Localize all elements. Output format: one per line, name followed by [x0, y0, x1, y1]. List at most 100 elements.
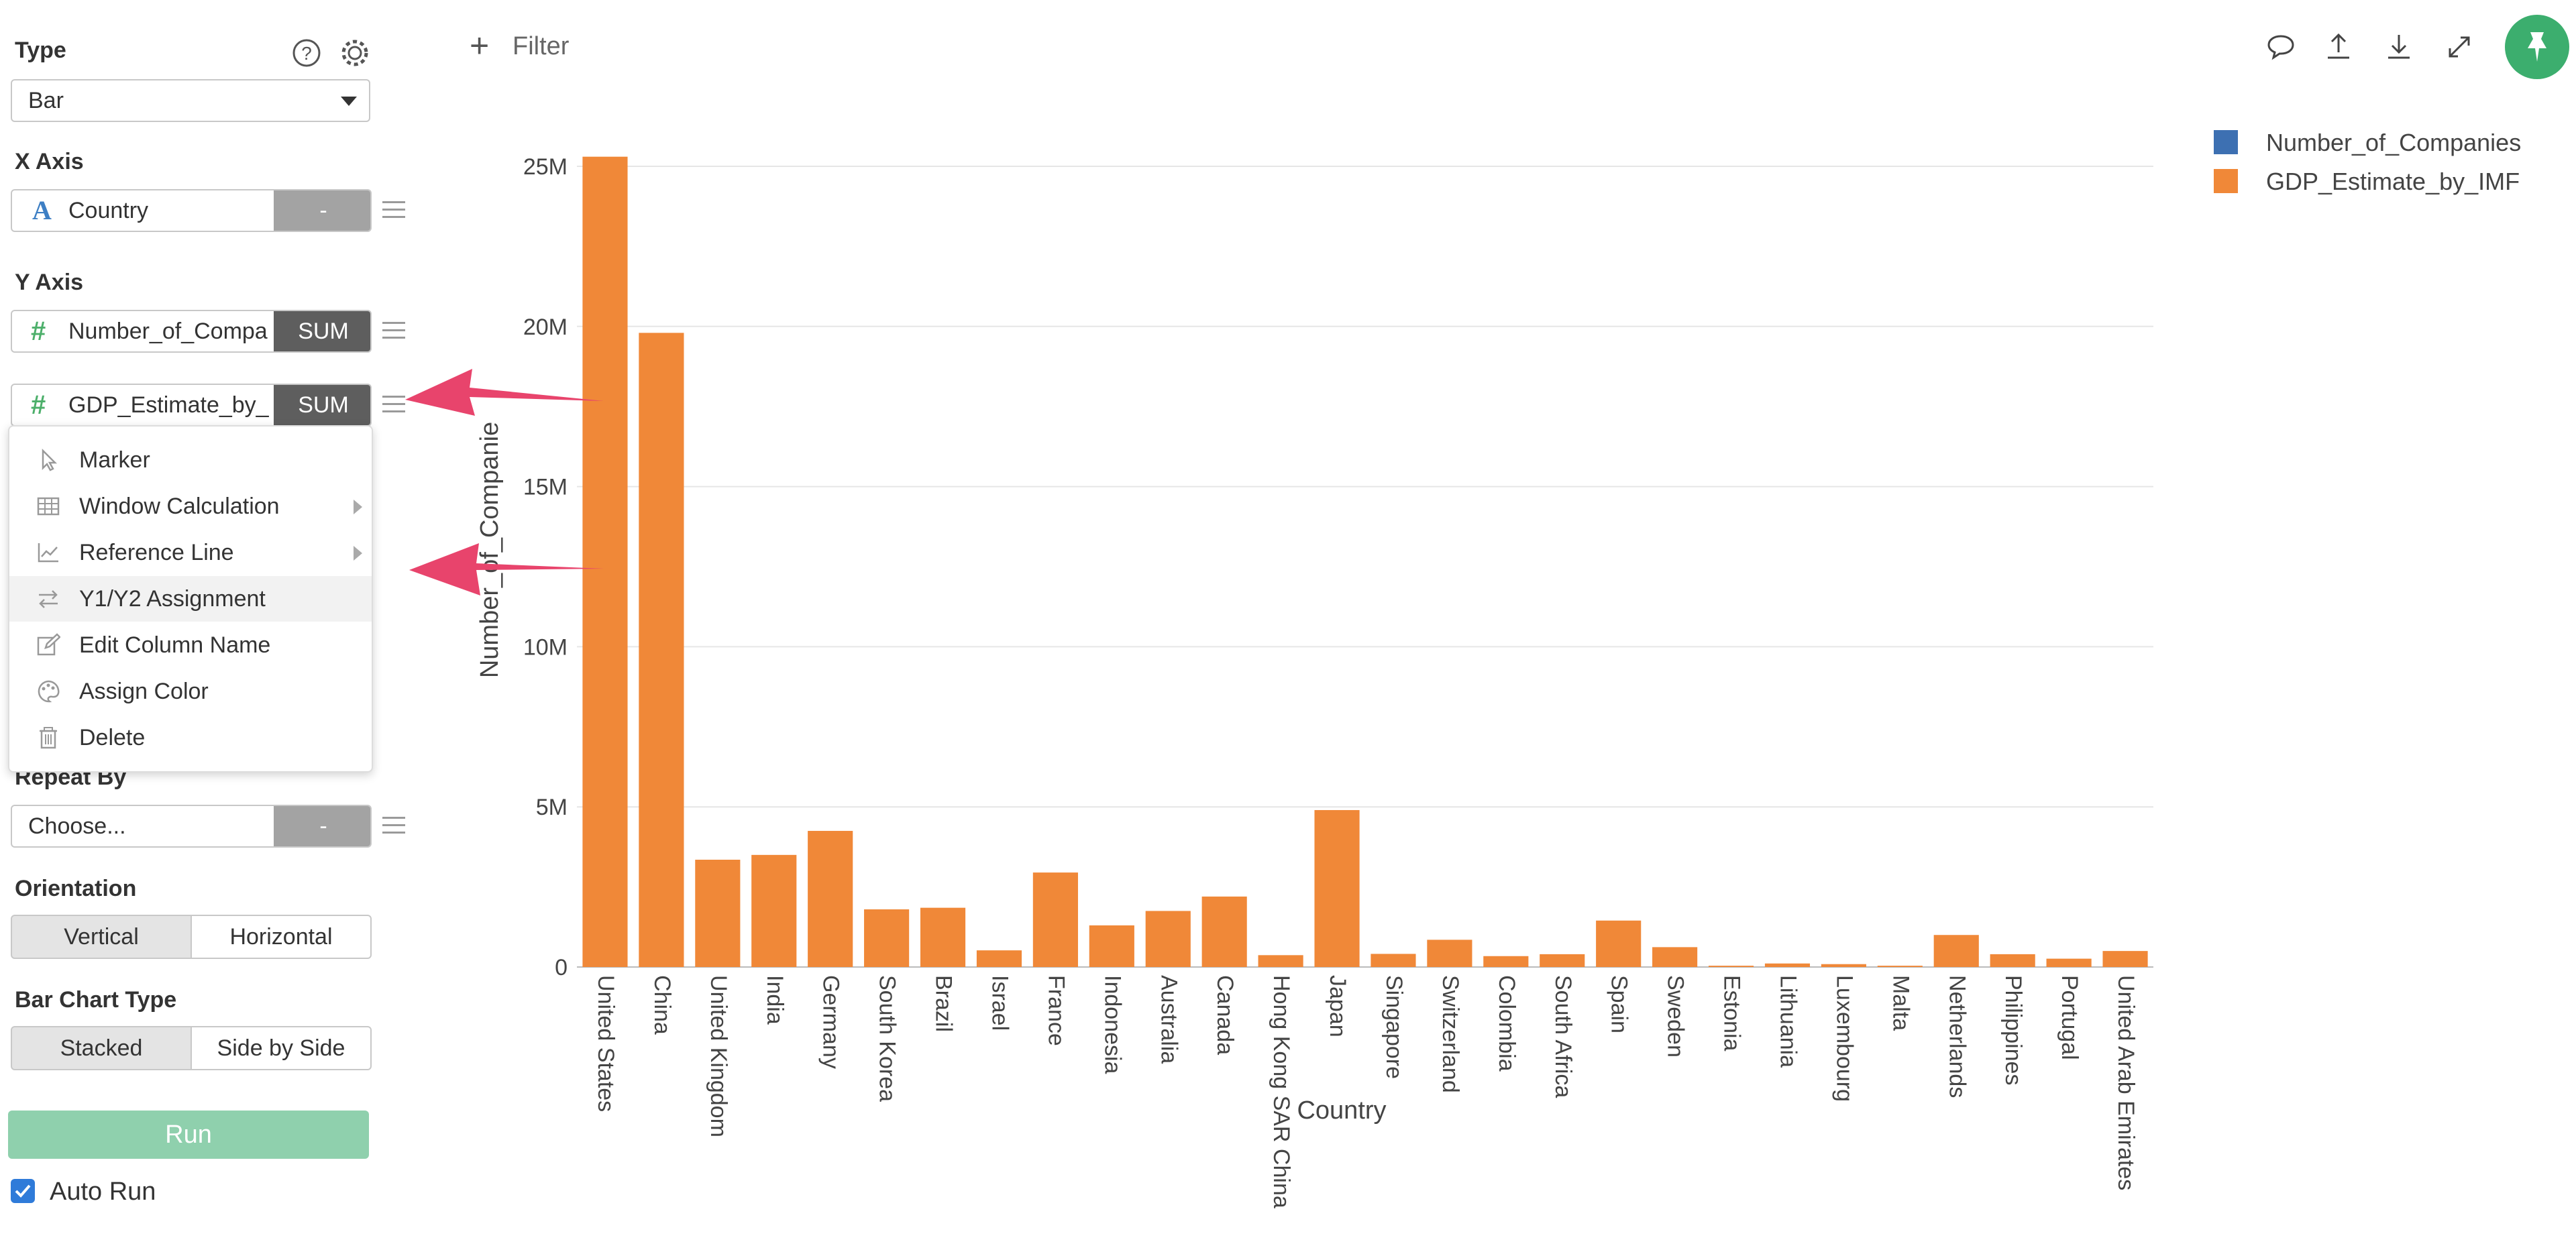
x-tick-label: Japan — [1325, 975, 1350, 1037]
chart-type-value: Bar — [28, 88, 64, 113]
x-axis-field-name: Country — [68, 198, 149, 223]
bar — [1652, 947, 1698, 967]
x-tick-label: Hong Kong SAR China — [1269, 975, 1294, 1208]
line-chart-icon — [38, 543, 58, 563]
chart-type-select[interactable]: Bar — [11, 79, 370, 122]
bar — [2102, 951, 2148, 967]
x-tick-label: Israel — [987, 975, 1012, 1031]
repeat-by-menu-icon[interactable] — [382, 817, 405, 834]
x-tick-label: Germany — [818, 975, 844, 1069]
bar — [1314, 809, 1360, 967]
column-context-menu: Marker Window Calculation Reference Line… — [8, 425, 373, 773]
x-tick-label: Australia — [1156, 975, 1181, 1064]
x-axis-field[interactable]: A Country - — [11, 189, 372, 232]
number-type-icon: # — [31, 317, 46, 346]
y-axis-field-2-name: GDP_Estimate_by_ — [68, 392, 269, 418]
menu-item-y1-y2-assignment[interactable]: Y1/Y2 Assignment — [9, 576, 372, 622]
y-axis-field-1[interactable]: # Number_of_Compa SUM — [11, 310, 372, 353]
menu-item-label: Edit Column Name — [79, 632, 271, 658]
y-tick-label: 10M — [523, 634, 568, 660]
x-tick-label: Colombia — [1494, 975, 1519, 1072]
share-icon[interactable] — [2322, 31, 2355, 63]
x-tick-label: Indonesia — [1099, 975, 1125, 1074]
x-tick-label: Switzerland — [1438, 975, 1463, 1093]
x-tick-label: United States — [593, 975, 619, 1112]
run-button[interactable]: Run — [8, 1111, 369, 1159]
x-tick-label: Netherlands — [1944, 975, 1970, 1098]
pin-button[interactable] — [2505, 15, 2569, 79]
orientation-vertical-button[interactable]: Vertical — [11, 915, 192, 959]
bar-type-stacked-button[interactable]: Stacked — [11, 1026, 192, 1070]
bar-chart-type-label: Bar Chart Type — [15, 987, 177, 1013]
y-axis-field-2-aggregation[interactable]: SUM — [274, 385, 370, 425]
menu-item-edit-column-name[interactable]: Edit Column Name — [9, 622, 372, 668]
x-tick-label: Singapore — [1381, 975, 1407, 1079]
menu-item-reference-line[interactable]: Reference Line — [9, 530, 372, 575]
table-icon — [37, 497, 60, 516]
x-tick-label: Lithuania — [1775, 975, 1801, 1068]
x-tick-label: Luxembourg — [1831, 975, 1857, 1102]
x-tick-label: Malta — [1888, 975, 1913, 1031]
svg-text:?: ? — [301, 43, 312, 64]
menu-item-label: Marker — [79, 447, 150, 473]
y-axis-label: Y Axis — [15, 270, 84, 295]
y-tick-label: 5M — [536, 795, 568, 820]
bar — [1032, 872, 1078, 967]
repeat-by-field[interactable]: Choose... - — [11, 805, 372, 848]
x-tick-label: United Kingdom — [706, 975, 731, 1137]
bar — [751, 854, 797, 967]
x-tick-label: Spain — [1607, 975, 1632, 1033]
y-tick-label: 25M — [523, 154, 568, 180]
help-icon[interactable]: ? — [291, 38, 322, 68]
repeat-by-aggregation[interactable]: - — [274, 806, 370, 846]
menu-item-assign-color[interactable]: Assign Color — [9, 669, 372, 714]
legend-swatch-gdp-estimate — [2214, 169, 2238, 193]
x-axis-aggregation[interactable]: - — [274, 190, 370, 231]
bar — [864, 909, 910, 967]
y-axis-field-1-aggregation[interactable]: SUM — [274, 311, 370, 351]
bar — [1933, 935, 1979, 967]
bar — [1821, 964, 1866, 967]
y-axis-field-1-menu-icon[interactable] — [382, 322, 405, 339]
menu-item-delete[interactable]: Delete — [9, 715, 372, 760]
pin-icon — [2528, 32, 2546, 62]
x-axis-menu-icon[interactable] — [382, 201, 405, 219]
plus-icon: + — [470, 27, 490, 64]
arrow-icon — [409, 543, 604, 595]
orientation-horizontal-button[interactable]: Horizontal — [191, 915, 372, 959]
menu-item-label: Reference Line — [79, 540, 234, 565]
x-tick-label: South Korea — [875, 975, 900, 1102]
x-tick-label: United Arab Emirates — [2113, 975, 2139, 1190]
number-type-icon: # — [31, 390, 46, 420]
comment-icon[interactable] — [2265, 31, 2297, 63]
bar — [1596, 920, 1642, 967]
menu-item-label: Y1/Y2 Assignment — [79, 586, 266, 612]
menu-item-label: Delete — [79, 725, 146, 750]
menu-item-marker[interactable]: Marker — [9, 437, 372, 483]
palette-icon — [38, 680, 60, 703]
bar-type-side-by-side-button[interactable]: Side by Side — [191, 1026, 372, 1070]
download-icon[interactable] — [2383, 31, 2415, 63]
y-axis-field-2[interactable]: # GDP_Estimate_by_ SUM — [11, 384, 372, 427]
bar — [1990, 954, 2035, 967]
y-tick-label: 20M — [523, 315, 568, 340]
bar — [1201, 896, 1247, 967]
edit-icon — [37, 633, 60, 656]
bar — [1540, 954, 1585, 967]
y-axis-field-1-name: Number_of_Compa — [68, 319, 268, 344]
expand-icon[interactable] — [2443, 31, 2475, 63]
bar — [1258, 955, 1303, 967]
bar — [1877, 966, 1923, 967]
bar — [582, 156, 628, 967]
legend-label-gdp-estimate[interactable]: GDP_Estimate_by_IMF — [2266, 168, 2520, 195]
bar — [1483, 956, 1529, 967]
gear-icon[interactable] — [339, 38, 370, 68]
x-tick-label: Canada — [1212, 975, 1238, 1055]
menu-item-window-calculation[interactable]: Window Calculation — [9, 484, 372, 529]
bar — [808, 831, 853, 967]
bar — [2046, 958, 2092, 967]
y-axis-field-2-menu-icon[interactable] — [382, 396, 405, 413]
legend-label-number-of-companies[interactable]: Number_of_Companies — [2266, 129, 2522, 156]
auto-run-checkbox[interactable] — [11, 1179, 35, 1203]
bar — [1371, 954, 1416, 967]
